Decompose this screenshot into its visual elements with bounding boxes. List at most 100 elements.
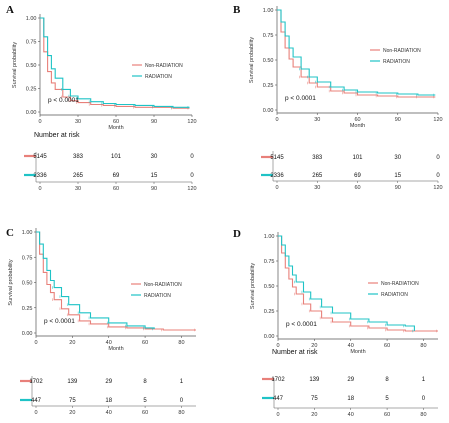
- risk-count: 447: [31, 398, 42, 404]
- x-tick-label: 80: [178, 340, 184, 346]
- risk-x-tick-label: 60: [142, 410, 148, 416]
- y-axis-title: Survival probability: [250, 263, 256, 309]
- y-tick-label: 0.75: [263, 33, 274, 39]
- y-tick-label: 1.00: [263, 8, 274, 14]
- risk-count: 1: [422, 377, 426, 383]
- x-tick-label: 60: [142, 340, 148, 346]
- x-tick-label: 30: [75, 119, 81, 125]
- risk-x-tick-label: 0: [38, 186, 41, 192]
- y-axis-title: Survival probability: [12, 42, 18, 88]
- risk-count: 5: [143, 398, 147, 404]
- x-tick-label: 60: [113, 119, 119, 125]
- km-curve-radiation: [278, 235, 415, 331]
- x-tick-label: 40: [348, 343, 354, 349]
- legend-label: RADIATION: [144, 293, 171, 299]
- risk-count: 1702: [271, 377, 285, 383]
- legend-label: Non-RADIATION: [144, 282, 182, 288]
- y-tick-label: 0.75: [26, 40, 37, 46]
- risk-count: 0: [190, 173, 194, 179]
- x-tick-label: 120: [187, 119, 196, 125]
- risk-x-tick-label: 60: [354, 185, 360, 191]
- km-curve-non-radiation: [36, 231, 196, 331]
- risk-count: 8: [385, 377, 389, 383]
- panel-c: C0.000.250.500.751.000 20 40 60 80MonthSurvi…: [6, 227, 196, 416]
- risk-x-tick-label: 30: [75, 186, 81, 192]
- censor-marks: [299, 67, 435, 97]
- km-curve-radiation: [277, 9, 436, 96]
- risk-x-tick-label: 80: [178, 410, 184, 416]
- risk-count: 101: [352, 155, 363, 161]
- y-tick-label: 0.00: [263, 108, 274, 114]
- risk-x-tick-label: 40: [106, 410, 112, 416]
- risk-table-title: Number at risk: [34, 132, 80, 139]
- x-tick-label: 20: [69, 340, 75, 346]
- y-tick-label: 0.50: [26, 63, 37, 69]
- km-curve-non-radiation: [40, 17, 190, 109]
- x-axis-title: Month: [108, 125, 123, 131]
- panel-letter: A: [6, 4, 14, 16]
- x-tick-label: 0: [276, 343, 279, 349]
- risk-count: 15: [394, 173, 401, 179]
- panel-a: A 0.00 0.25 0.50 0.75 1.00 0 30 60 90 120 Month Surv…: [6, 4, 197, 192]
- risk-x-tick-label: 0: [275, 185, 278, 191]
- x-tick-label: 90: [395, 117, 401, 123]
- y-axis-title: Survival probability: [8, 259, 14, 305]
- x-tick-label: 80: [420, 343, 426, 349]
- risk-count: 69: [113, 173, 120, 179]
- panel-letter: D: [233, 228, 241, 240]
- p-value: p < 0.0001: [44, 318, 75, 325]
- y-tick-label: 0.25: [263, 83, 274, 89]
- risk-x-tick-label: 0: [34, 410, 37, 416]
- risk-x-tick-label: 60: [384, 412, 390, 418]
- risk-count: 0: [422, 396, 426, 402]
- risk-count: 2336: [270, 173, 284, 179]
- legend-label: RADIATION: [145, 74, 172, 80]
- risk-count: 447: [273, 396, 284, 402]
- y-tick-label: 1.00: [22, 230, 33, 236]
- risk-count: 5: [385, 396, 389, 402]
- risk-count: 8: [143, 379, 147, 385]
- risk-count: 5145: [270, 155, 284, 161]
- x-tick-label: 40: [106, 340, 112, 346]
- x-tick-label: 120: [433, 117, 442, 123]
- risk-count: 18: [105, 398, 112, 404]
- risk-x-tick-label: 90: [395, 185, 401, 191]
- risk-count: 265: [73, 173, 84, 179]
- risk-count: 30: [394, 155, 401, 161]
- risk-x-tick-label: 40: [348, 412, 354, 418]
- y-tick-label: 0.50: [263, 58, 274, 64]
- y-tick-label: 0.75: [264, 259, 275, 265]
- x-tick-label: 60: [384, 343, 390, 349]
- risk-count: 75: [311, 396, 318, 402]
- censor-marks: [294, 292, 437, 333]
- km-curve-non-radiation: [277, 9, 436, 98]
- y-tick-label: 0.50: [22, 281, 33, 287]
- risk-count: 69: [354, 173, 361, 179]
- y-tick-label: 0.50: [264, 284, 275, 290]
- legend-label: Non-RADIATION: [383, 48, 421, 54]
- x-tick-label: 20: [311, 343, 317, 349]
- x-axis-title: Month: [350, 349, 365, 355]
- risk-x-tick-label: 60: [113, 186, 119, 192]
- censor-marks: [52, 286, 153, 331]
- risk-count: 265: [312, 173, 323, 179]
- y-tick-label: 0.25: [26, 87, 37, 93]
- risk-count: 101: [111, 154, 122, 160]
- risk-count: 139: [67, 379, 78, 385]
- risk-x-tick-label: 20: [311, 412, 317, 418]
- censor-marks: [61, 88, 189, 109]
- y-tick-label: 0.00: [26, 110, 37, 116]
- risk-count: 75: [69, 398, 76, 404]
- x-axis-title: Month: [108, 346, 123, 352]
- risk-count: 29: [347, 377, 354, 383]
- risk-x-tick-label: 120: [433, 185, 442, 191]
- risk-count: 15: [151, 173, 158, 179]
- censor-marks: [52, 298, 195, 332]
- y-tick-label: 1.00: [264, 234, 275, 240]
- x-tick-label: 0: [34, 340, 37, 346]
- km-curve-radiation: [40, 17, 190, 108]
- km-curve-radiation: [36, 231, 155, 329]
- km-curve-non-radiation: [278, 235, 438, 332]
- risk-x-tick-label: 20: [69, 410, 75, 416]
